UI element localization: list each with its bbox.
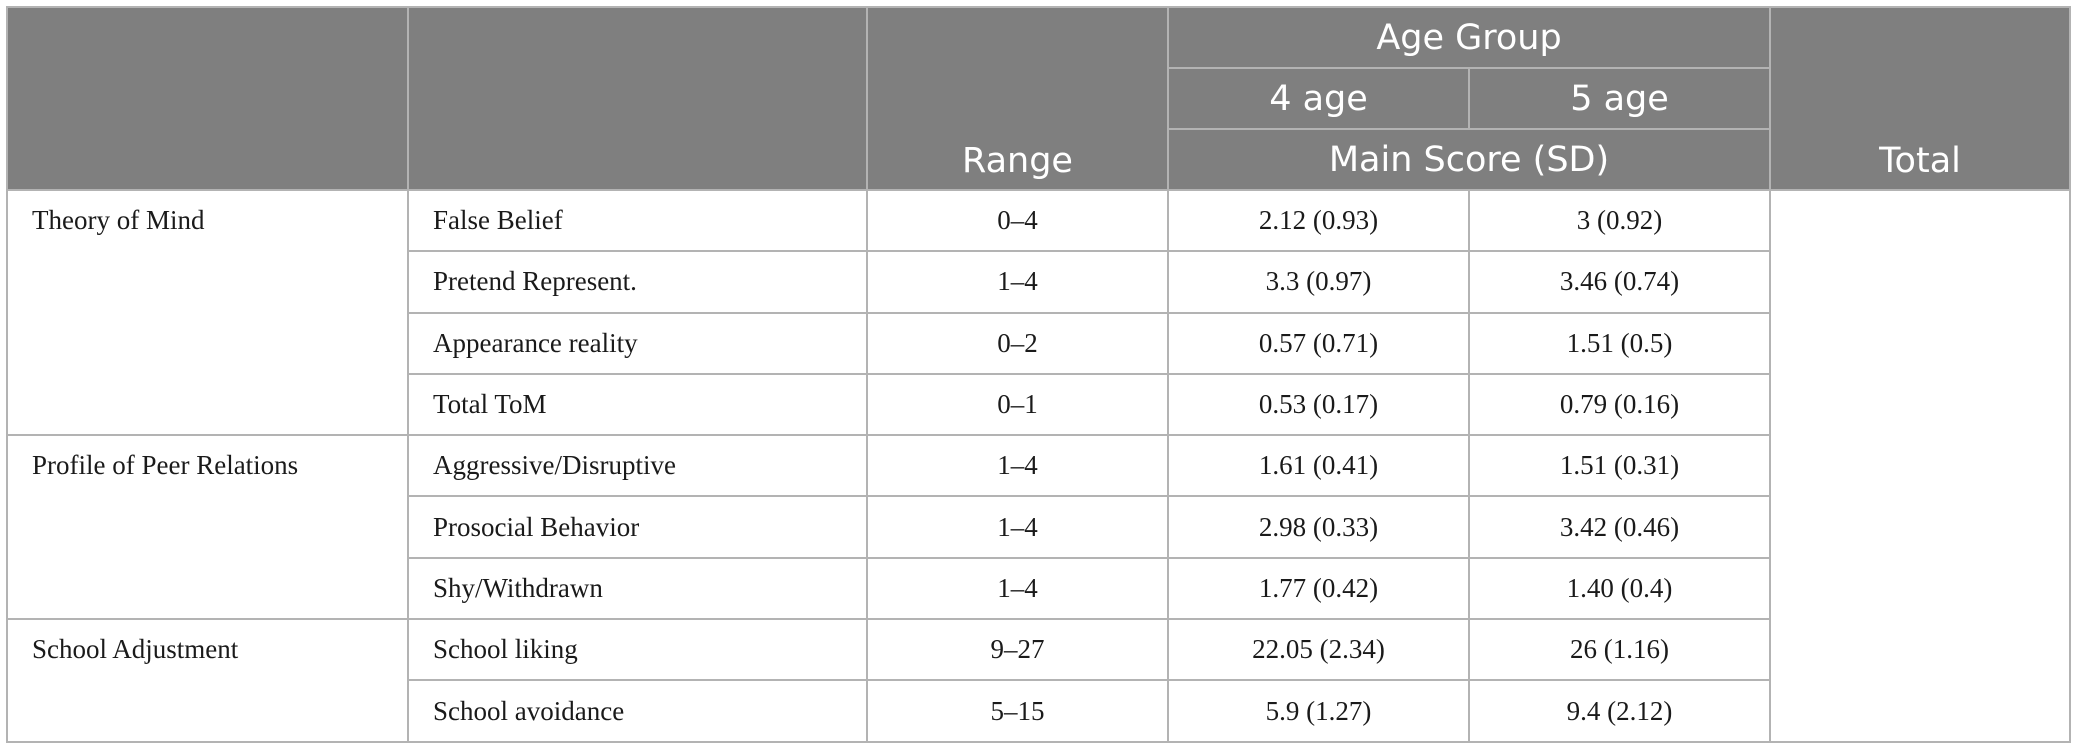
age5-score-cell: 1.40 (0.4)	[1468, 556, 1771, 621]
measure-cell: Pretend Represent.	[407, 250, 868, 314]
table-header: Range Age Group Total 4 age 5 age Main S…	[6, 6, 2071, 191]
age5-score-cell: 3.42 (0.46)	[1468, 495, 1771, 559]
table-row: Pretend Represent. 1–4 3.3 (0.97) 3.46 (…	[7, 250, 2070, 314]
age4-score-cell: 5.9 (1.27)	[1167, 679, 1470, 743]
age4-score-cell: 0.57 (0.71)	[1167, 311, 1470, 375]
measure-cell: False Belief	[407, 188, 868, 253]
table-row: School avoidance 5–15 5.9 (1.27) 9.4 (2.…	[7, 679, 2070, 743]
header-total: Total	[1769, 6, 2071, 191]
table-row: Appearance reality 0–2 0.57 (0.71) 1.51 …	[7, 311, 2070, 375]
measure-cell: School liking	[407, 618, 868, 682]
group-label-theory-of-mind: Theory of Mind	[6, 188, 409, 437]
scores-table: Range Age Group Total 4 age 5 age Main S…	[6, 6, 2071, 743]
age5-score-cell: 3 (0.92)	[1468, 188, 1771, 253]
range-cell: 0–2	[866, 311, 1169, 375]
range-cell: 1–4	[866, 495, 1169, 559]
measure-cell: Shy/Withdrawn	[407, 556, 868, 621]
range-cell: 1–4	[866, 556, 1169, 621]
header-empty-group	[6, 6, 409, 191]
group-label-school-adjustment: School Adjustment	[6, 618, 409, 743]
age5-score-cell: 3.46 (0.74)	[1468, 250, 1771, 314]
measure-cell: School avoidance	[407, 679, 868, 743]
age4-score-cell: 22.05 (2.34)	[1167, 618, 1470, 682]
measure-cell: Aggressive/Disruptive	[407, 434, 868, 498]
age4-score-cell: 2.12 (0.93)	[1167, 188, 1470, 253]
table-row: Profile of Peer Relations Aggressive/Dis…	[6, 434, 2070, 621]
age4-score-cell: 3.3 (0.97)	[1167, 250, 1470, 314]
age4-score-cell: 1.61 (0.41)	[1167, 434, 1470, 498]
header-age-4: 4 age	[1167, 67, 1470, 130]
measure-cell: Appearance reality	[407, 311, 868, 375]
measure-cell: Prosocial Behavior	[407, 495, 868, 559]
range-cell: 0–4	[866, 188, 1169, 253]
header-age-group: Age Group	[1167, 6, 1771, 69]
age4-score-cell: 2.98 (0.33)	[1167, 495, 1470, 559]
range-cell: 5–15	[866, 679, 1169, 743]
header-empty-measure	[407, 6, 868, 191]
age5-score-cell: 1.51 (0.31)	[1468, 434, 1771, 498]
range-cell: 1–4	[866, 434, 1169, 498]
header-range: Range	[866, 6, 1169, 191]
total-column-cell	[1769, 189, 2071, 743]
age4-score-cell: 0.53 (0.17)	[1167, 372, 1470, 437]
table-row: Shy/Withdrawn 1–4 1.77 (0.42) 1.40 (0.4)	[7, 556, 2070, 621]
table-row: Total ToM 0–1 0.53 (0.17) 0.79 (0.16)	[7, 372, 2070, 437]
table-row: Theory of Mind False Belief 0–4 2.12 (0.…	[6, 188, 2071, 743]
header-age-5: 5 age	[1468, 67, 1771, 130]
age5-score-cell: 9.4 (2.12)	[1468, 679, 1771, 743]
range-cell: 0–1	[866, 372, 1169, 437]
age5-score-cell: 26 (1.16)	[1468, 618, 1771, 682]
table-body: Theory of Mind False Belief 0–4 2.12 (0.…	[6, 188, 2071, 743]
range-cell: 1–4	[866, 250, 1169, 314]
header-main-score: Main Score (SD)	[1167, 128, 1771, 191]
measure-cell: Total ToM	[407, 372, 868, 437]
age5-score-cell: 1.51 (0.5)	[1468, 311, 1771, 375]
group-label-peer-relations: Profile of Peer Relations	[6, 434, 409, 621]
age4-score-cell: 1.77 (0.42)	[1167, 556, 1470, 621]
range-cell: 9–27	[866, 618, 1169, 682]
table-row: Prosocial Behavior 1–4 2.98 (0.33) 3.42 …	[7, 495, 2070, 559]
table-row: School Adjustment School liking 9–27 22.…	[6, 618, 2070, 743]
age5-score-cell: 0.79 (0.16)	[1468, 372, 1771, 437]
